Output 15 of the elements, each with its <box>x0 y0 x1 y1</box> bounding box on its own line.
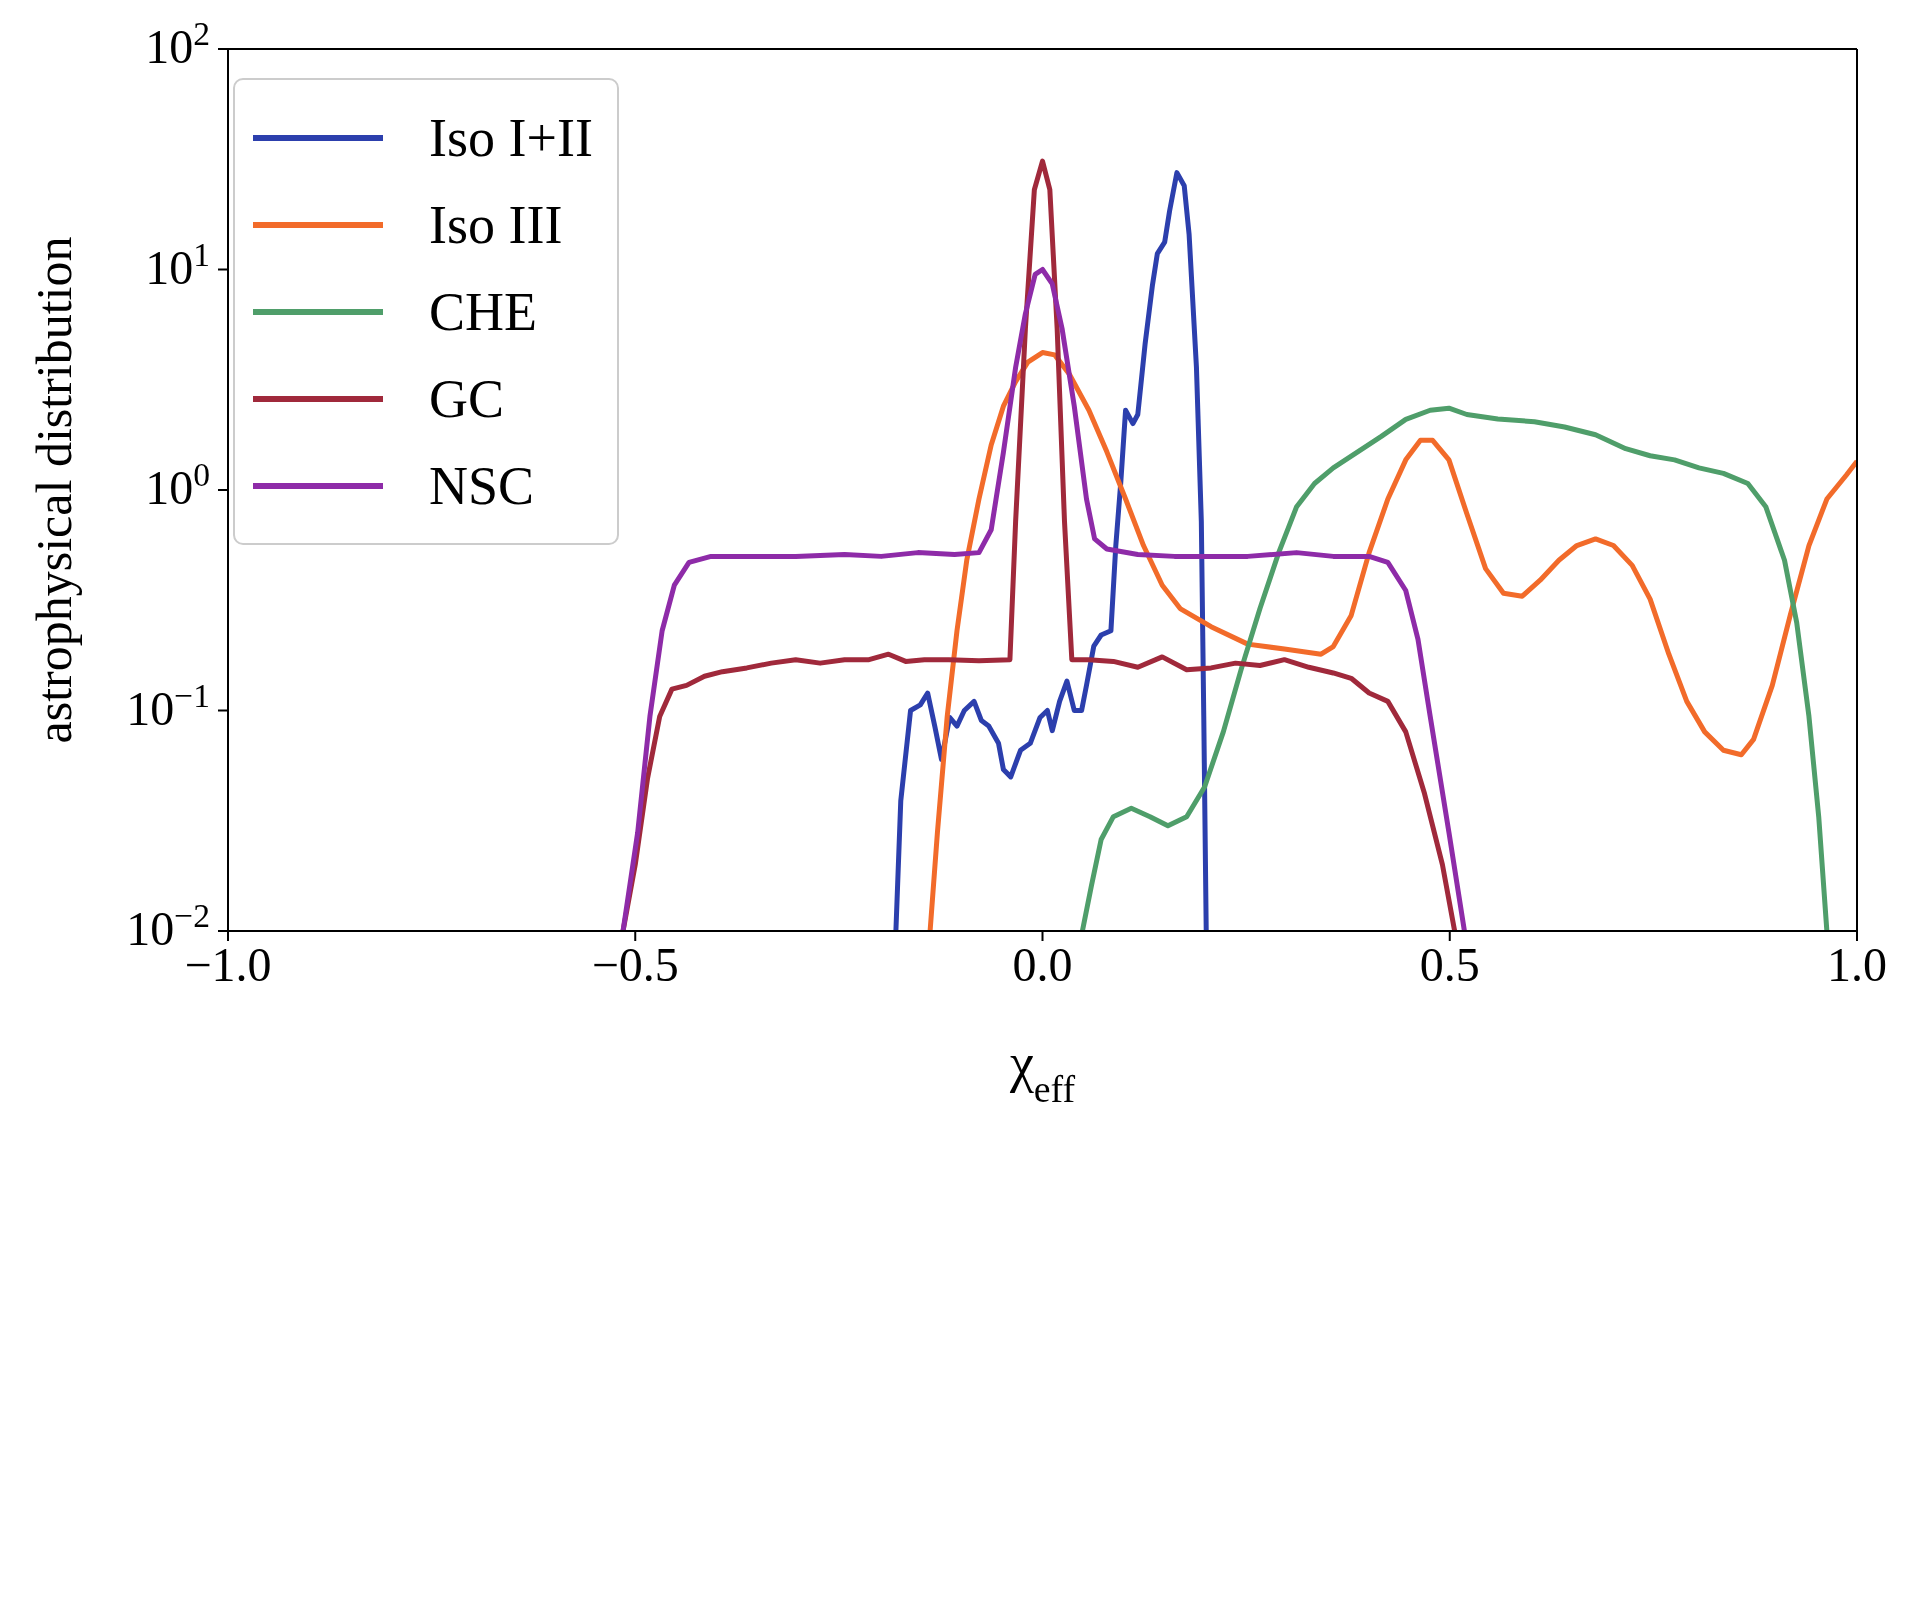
x-tick-label: 0.5 <box>1419 938 1480 991</box>
y-tick-label: 10$^{1}$ <box>145 235 210 294</box>
legend-label: NSC <box>429 454 535 517</box>
x-tick-label: −0.5 <box>591 938 679 991</box>
y-tick-label: 10$^{2}$ <box>145 14 210 73</box>
legend-label: Iso III <box>429 193 563 256</box>
x-axis-title: χ$_{eff}$ <box>1008 1033 1076 1110</box>
x-tick-label: 1.0 <box>1827 938 1887 991</box>
legend-label: Iso I+II <box>429 106 593 169</box>
legend-label: CHE <box>429 280 537 343</box>
legend-label: GC <box>429 367 505 430</box>
x-tick-label: 0.0 <box>1012 938 1073 991</box>
y-axis-title: astrophysical distribution <box>25 236 82 744</box>
y-tick-label: 10$^{−1}$ <box>126 676 210 735</box>
y-tick-label: 10$^{0}$ <box>145 455 210 514</box>
